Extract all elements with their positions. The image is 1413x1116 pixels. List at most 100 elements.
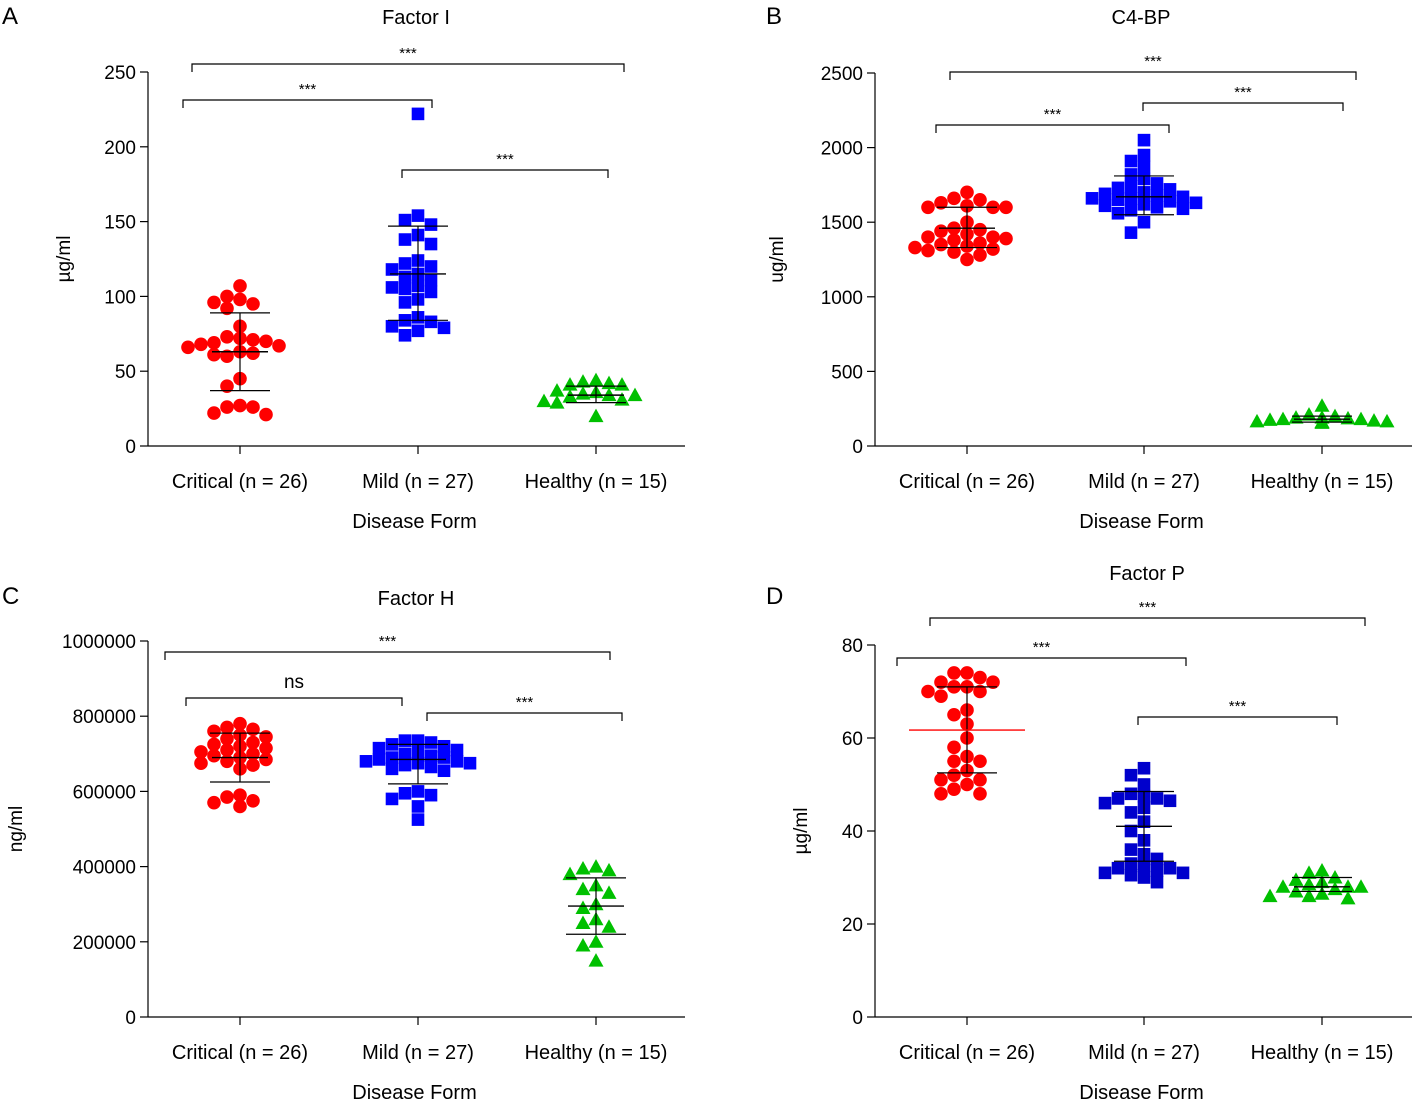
data-point [1366, 413, 1382, 427]
data-point [1124, 824, 1138, 838]
significance-label: *** [1144, 53, 1162, 70]
data-point [437, 764, 451, 778]
series-mild [385, 107, 451, 342]
data-point [246, 735, 260, 750]
bracket-line [1142, 102, 1344, 111]
data-point [947, 754, 961, 769]
data-point [1111, 792, 1125, 805]
data-point [921, 200, 935, 215]
y-tick-label: 1500 [821, 213, 863, 234]
y-tick-label: 1000 [821, 288, 863, 309]
chart-title: C4-BP [1112, 7, 1171, 29]
data-point [1176, 866, 1190, 880]
data-point [1124, 787, 1138, 801]
data-point [385, 263, 399, 276]
data-point [359, 755, 373, 768]
significance-bracket: *** [935, 106, 1170, 133]
data-point [562, 389, 578, 403]
data-point [398, 233, 412, 246]
data-point [986, 242, 1000, 256]
data-point [549, 383, 565, 397]
data-point [194, 756, 208, 770]
data-point [947, 191, 961, 206]
data-point [437, 751, 451, 764]
data-point [934, 675, 948, 689]
data-point [1301, 865, 1317, 879]
data-point [549, 395, 565, 409]
bracket-line [426, 712, 623, 721]
data-point [1314, 886, 1330, 900]
significance-label: *** [299, 81, 317, 98]
data-point [562, 866, 578, 881]
bracket-line [401, 169, 609, 178]
data-point [233, 398, 247, 413]
data-point [424, 285, 438, 299]
data-point [398, 734, 412, 747]
series-critical [908, 185, 1013, 267]
series-critical [194, 716, 273, 814]
x-tick-label: Critical (n = 26) [172, 1042, 308, 1064]
data-point [1124, 806, 1138, 819]
data-point [398, 758, 412, 772]
x-tick-label: Healthy (n = 15) [525, 471, 668, 493]
data-point [207, 748, 221, 763]
data-point [424, 760, 438, 774]
significance-bracket: ns [185, 672, 403, 706]
data-point [424, 273, 438, 287]
significance-label: *** [516, 694, 534, 711]
data-point [1150, 177, 1164, 190]
data-point [575, 900, 591, 914]
x-axis-label: Disease Form [1079, 511, 1203, 533]
y-tick-label: 150 [104, 213, 136, 234]
data-point [385, 281, 399, 294]
x-tick-label: Healthy (n = 15) [1251, 1042, 1394, 1064]
x-tick-label: Critical (n = 26) [899, 471, 1035, 493]
data-point [233, 799, 247, 814]
data-point [246, 297, 260, 311]
data-point [1111, 206, 1125, 220]
data-point [272, 338, 286, 353]
data-point [398, 747, 412, 761]
chart-title: Factor I [382, 7, 450, 29]
data-point [1124, 226, 1138, 239]
data-point [1124, 192, 1138, 205]
data-point [575, 860, 591, 875]
data-point [1137, 133, 1151, 147]
data-point [1124, 154, 1138, 168]
data-point [1275, 879, 1291, 893]
data-point [934, 224, 948, 238]
y-tick-label: 0 [852, 437, 863, 458]
data-point [1314, 398, 1330, 412]
data-point [947, 245, 961, 259]
series-healthy [562, 859, 626, 967]
data-point [398, 786, 412, 800]
data-point [973, 684, 987, 699]
chart-panel-d: Factor P 0 20 40 60 80 Critical (n = 26) Mild (… [791, 563, 1412, 1104]
significance-bracket: *** [896, 639, 1187, 666]
data-point [181, 340, 195, 355]
data-point [960, 252, 974, 267]
data-point [1163, 195, 1177, 208]
chart-panel-b: C4-BP 0 500 1000 1500 2000 2500 Critical (n = 2… [767, 7, 1412, 533]
data-point [220, 400, 234, 414]
data-point [575, 374, 591, 388]
data-point [1301, 876, 1317, 891]
series-mild [1098, 761, 1190, 889]
data-point [934, 196, 948, 210]
data-point [259, 752, 273, 767]
data-point [246, 332, 260, 347]
data-point [424, 788, 438, 802]
y-tick-label: 2000 [821, 139, 863, 160]
data-point [220, 329, 234, 344]
y-tick-label: 250 [104, 63, 136, 84]
data-point [588, 934, 604, 948]
data-point [1340, 879, 1356, 893]
data-point [246, 722, 260, 737]
data-point [947, 233, 961, 247]
data-point [588, 953, 604, 967]
data-point [973, 236, 987, 250]
x-tick-label: Mild (n = 27) [1088, 1042, 1200, 1064]
data-point [934, 773, 948, 787]
bracket-line [929, 617, 1366, 626]
